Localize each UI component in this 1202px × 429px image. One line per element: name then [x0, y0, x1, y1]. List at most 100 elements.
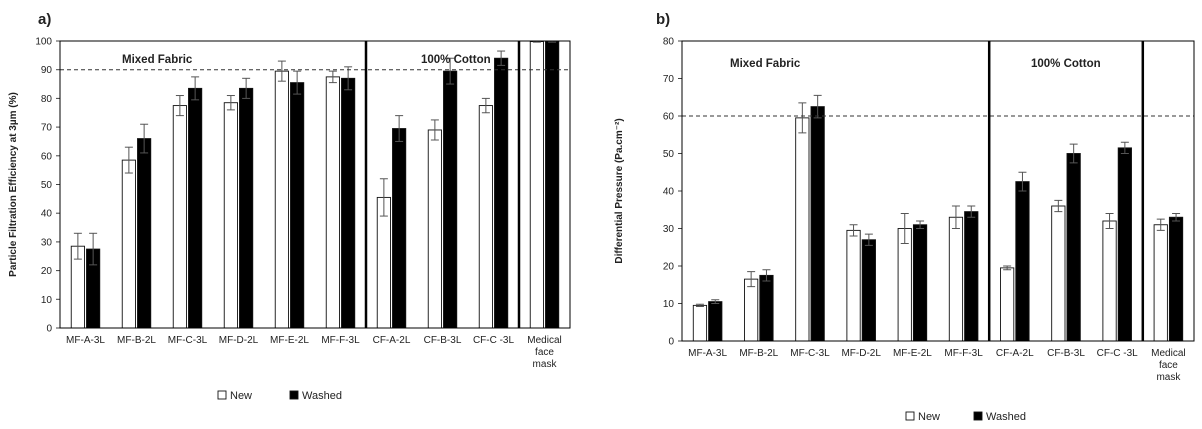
category-label: CF-C -3L: [473, 335, 515, 346]
region-label: Mixed Fabric: [122, 54, 193, 66]
bar-washed-7: [1066, 153, 1081, 342]
bar-new-7: [427, 129, 442, 329]
bar-new-3: [846, 229, 861, 342]
y-tick-label: 10: [663, 299, 675, 310]
bar-new-4: [274, 70, 289, 329]
bar-new-4: [897, 228, 912, 342]
pfe-bar-chart: a) 0 10 20 30 40 50 60 70 80 90 100 Particle Filtrat…: [8, 11, 571, 402]
bar-washed-9: [1168, 216, 1184, 342]
category-label: MF-B-2L: [117, 335, 156, 346]
category-label: CF-C -3L: [1097, 348, 1139, 359]
bar-washed-7: [443, 70, 458, 329]
bar-new-6: [1000, 267, 1015, 342]
category-label: CF-A-2L: [996, 348, 1034, 359]
bar-new-5: [948, 216, 964, 342]
category-label: CF-B-3L: [1047, 348, 1085, 359]
y-tick-label: 50: [41, 180, 53, 191]
y-tick-label: 60: [663, 112, 675, 123]
category-label: MF-B-2L: [739, 348, 778, 359]
bar-new-2: [795, 117, 810, 342]
bar-new-1: [744, 278, 759, 342]
bar-washed-1: [137, 138, 152, 329]
y-tick-label: 20: [41, 266, 53, 277]
bar-washed-8: [1117, 147, 1132, 342]
bar-new-9: [529, 41, 544, 329]
y-tick-label: 20: [663, 262, 675, 273]
bar-new-6: [376, 196, 391, 329]
bar-new-2: [172, 105, 187, 329]
category-label: Medical: [527, 335, 561, 346]
y-tick-label: 30: [41, 237, 53, 248]
bar-washed-3: [239, 87, 254, 329]
category-label: MF-E-2L: [270, 335, 309, 346]
panel-label: b): [656, 11, 670, 28]
category-label: MF-C-3L: [168, 335, 208, 346]
y-tick-label: 40: [41, 209, 53, 220]
bar-new-0: [692, 304, 708, 342]
category-label: mask: [533, 359, 558, 370]
category-label: MF-F-3L: [944, 348, 983, 359]
region-label: 100% Cotton: [421, 54, 491, 66]
bar-washed-9: [545, 41, 560, 329]
bar-new-3: [223, 102, 238, 329]
category-label: Medical: [1151, 348, 1185, 359]
y-axis-title: Differential Pressure (Pa.cm⁻²): [614, 118, 625, 263]
bar-new-1: [121, 159, 136, 329]
category-label: MF-E-2L: [893, 348, 932, 359]
bar-washed-6: [392, 128, 407, 329]
bar-new-5: [325, 76, 340, 329]
y-tick-label: 40: [663, 187, 675, 198]
region-label: Mixed Fabric: [730, 58, 801, 70]
bar-new-8: [478, 105, 493, 329]
bar-washed-2: [810, 106, 825, 342]
plot-frame: [681, 40, 1195, 342]
y-tick-label: 30: [663, 224, 675, 235]
y-tick-label: 60: [41, 151, 53, 162]
y-tick-label: 0: [46, 324, 52, 335]
plot-frame: [59, 40, 571, 329]
category-label: mask: [1156, 372, 1181, 383]
y-tick-label: 70: [663, 74, 675, 85]
legend-label-washed: Washed: [302, 390, 342, 402]
bar-washed-4: [912, 224, 928, 342]
bar-washed-6: [1015, 181, 1030, 342]
bar-washed-4: [290, 82, 305, 329]
bar-new-9: [1153, 224, 1168, 342]
y-tick-label: 50: [663, 149, 675, 160]
category-label: CF-A-2L: [373, 335, 411, 346]
category-label: MF-F-3L: [321, 335, 360, 346]
y-tick-label: 80: [41, 94, 53, 105]
legend-swatch-new: [217, 390, 227, 400]
bar-washed-2: [188, 87, 203, 329]
bar-washed-3: [861, 239, 876, 342]
pressure-bar-chart: b) 0 10 20 30 40 50 60 70 80 Differential Pressure…: [614, 11, 1195, 423]
category-label: face: [535, 347, 554, 358]
bar-new-8: [1102, 220, 1117, 342]
y-tick-label: 100: [35, 37, 52, 48]
category-label: MF-D-2L: [219, 335, 259, 346]
legend-label-new: New: [918, 411, 940, 423]
category-label: MF-A-3L: [688, 348, 727, 359]
bar-washed-0: [708, 301, 723, 342]
category-label: face: [1159, 360, 1178, 371]
bar-washed-8: [494, 57, 509, 329]
y-axis-title: Particle Filtration Efficiency at 3µm (%…: [8, 92, 19, 277]
bar-washed-5: [341, 77, 356, 329]
category-label: CF-B-3L: [424, 335, 462, 346]
legend-swatch-washed: [973, 411, 983, 421]
bar-washed-5: [964, 211, 979, 342]
bar-washed-1: [759, 274, 774, 342]
legend-swatch-new: [905, 411, 915, 421]
bar-new-7: [1051, 205, 1066, 342]
y-tick-label: 10: [41, 295, 53, 306]
legend-label-new: New: [230, 390, 252, 402]
legend-swatch-washed: [289, 390, 299, 400]
y-tick-label: 70: [41, 123, 53, 134]
region-label: 100% Cotton: [1031, 58, 1101, 70]
category-label: MF-A-3L: [66, 335, 105, 346]
legend-label-washed: Washed: [986, 411, 1026, 423]
y-tick-label: 80: [663, 37, 675, 48]
chart-panel-a: a) 0 10 20 30 40 50 60 70 80 90 100 Particle Filtrat…: [0, 0, 600, 424]
category-label: MF-C-3L: [790, 348, 830, 359]
chart-panel-b: b) 0 10 20 30 40 50 60 70 80 Differential Pressure…: [604, 0, 1202, 424]
